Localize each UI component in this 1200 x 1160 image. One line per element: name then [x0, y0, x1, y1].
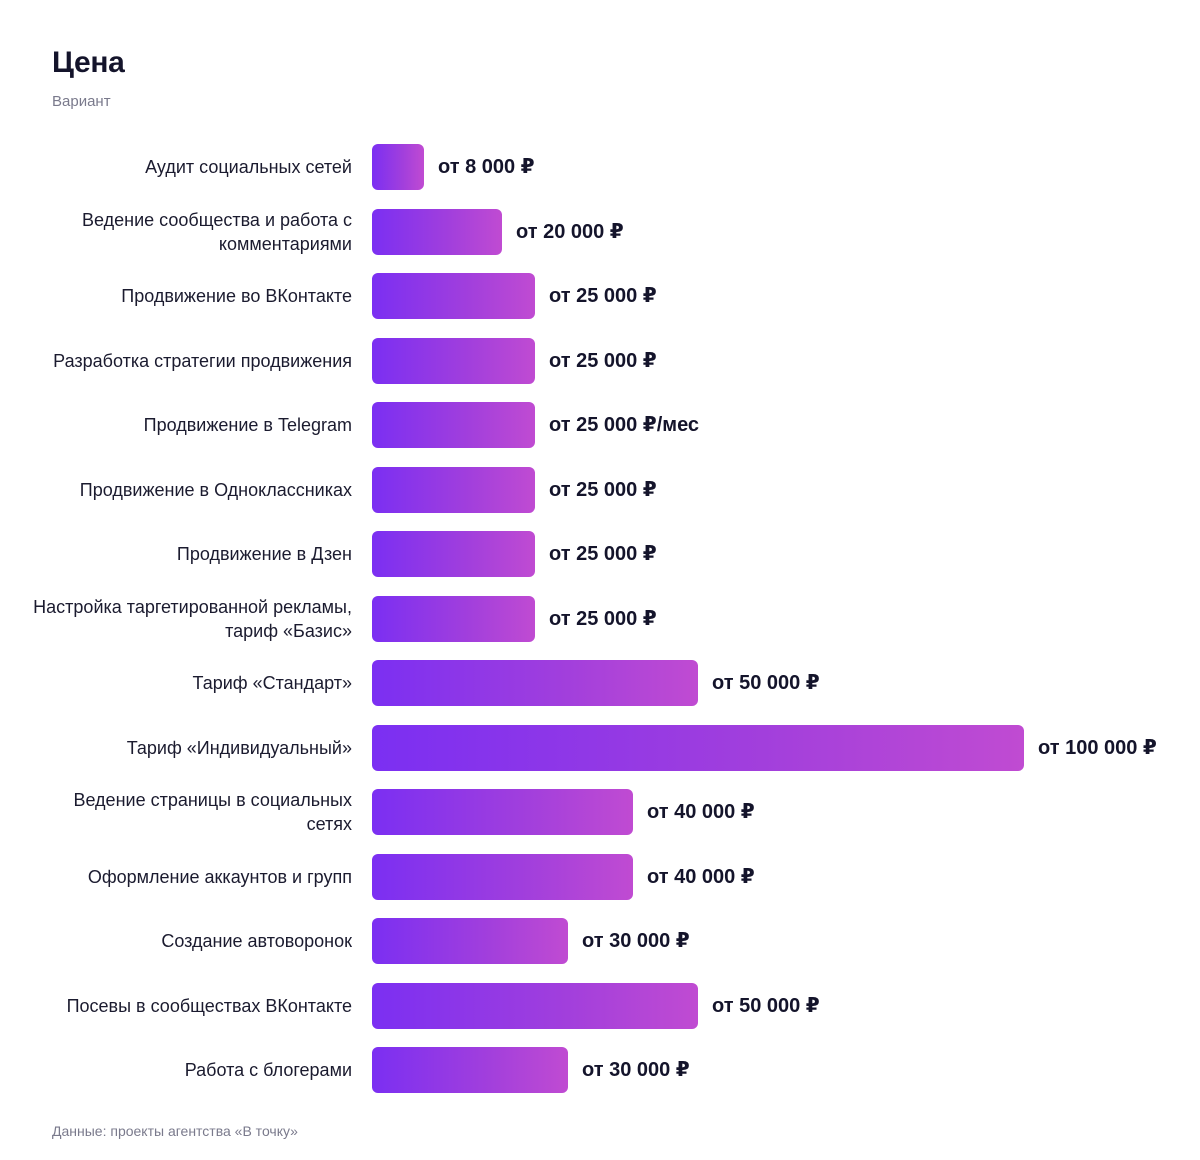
category-label: Аудит социальных сетей [145, 157, 352, 177]
data-label: от 25 000 ₽ [549, 478, 657, 501]
data-label: от 50 000 ₽ [712, 672, 820, 694]
category-label: Ведение сообщества и работа с комментари… [82, 209, 352, 254]
bar [372, 918, 568, 964]
data-label: от 30 000 ₽ [582, 930, 690, 952]
category-label: Посевы в сообществах ВКонтакте [66, 995, 352, 1016]
data-label: от 30 000 ₽ [582, 1059, 690, 1081]
bar [372, 724, 1024, 771]
chart-title: Цена [52, 46, 125, 79]
category-label: Ведение страницы в социальных сетях [73, 790, 352, 834]
bar [372, 402, 535, 448]
bar [372, 466, 535, 513]
data-label: от 8 000 ₽ [438, 156, 535, 178]
category-label: Настройка таргетированной рекламы, тариф… [33, 596, 352, 641]
category-label: Продвижение в Дзен [176, 544, 352, 564]
bar [372, 144, 424, 190]
data-label: от 25 000 ₽/мес [549, 414, 700, 436]
bar [372, 660, 698, 706]
category-label: Оформление аккаунтов и групп [87, 866, 352, 887]
data-label: от 25 000 ₽ [549, 543, 657, 565]
category-label: Тариф «Стандарт» [192, 673, 352, 693]
category-label: Создание автоворонок [161, 931, 352, 951]
data-label: от 40 000 ₽ [647, 801, 755, 823]
chart-subtitle: Вариант [52, 93, 111, 110]
data-label: от 50 000 ₽ [712, 994, 820, 1017]
data-label: от 25 000 ₽ [549, 285, 657, 307]
bar [372, 982, 698, 1029]
bar [372, 595, 535, 642]
bar [372, 208, 502, 255]
bar [372, 531, 535, 577]
data-label: от 20 000 ₽ [516, 220, 624, 243]
data-label: от 100 000 ₽ [1038, 736, 1157, 759]
category-label: Продвижение во ВКонтакте [121, 286, 352, 306]
data-label: от 40 000 ₽ [647, 865, 755, 888]
bar [372, 789, 633, 835]
data-label: от 25 000 ₽ [549, 349, 657, 372]
category-label: Работа с блогерами [184, 1060, 352, 1080]
data-label: от 25 000 ₽ [549, 607, 657, 630]
bar [372, 1047, 568, 1093]
category-label: Тариф «Индивидуальный» [126, 737, 352, 758]
bar [372, 853, 633, 900]
bar [372, 337, 535, 384]
category-label: Продвижение в Telegram [143, 415, 352, 435]
bar [372, 273, 535, 319]
category-label: Продвижение в Одноклассниках [79, 479, 352, 500]
chart-source: Данные: проекты агентства «В точку» [52, 1123, 298, 1139]
category-label: Разработка стратегии продвижения [53, 350, 352, 371]
